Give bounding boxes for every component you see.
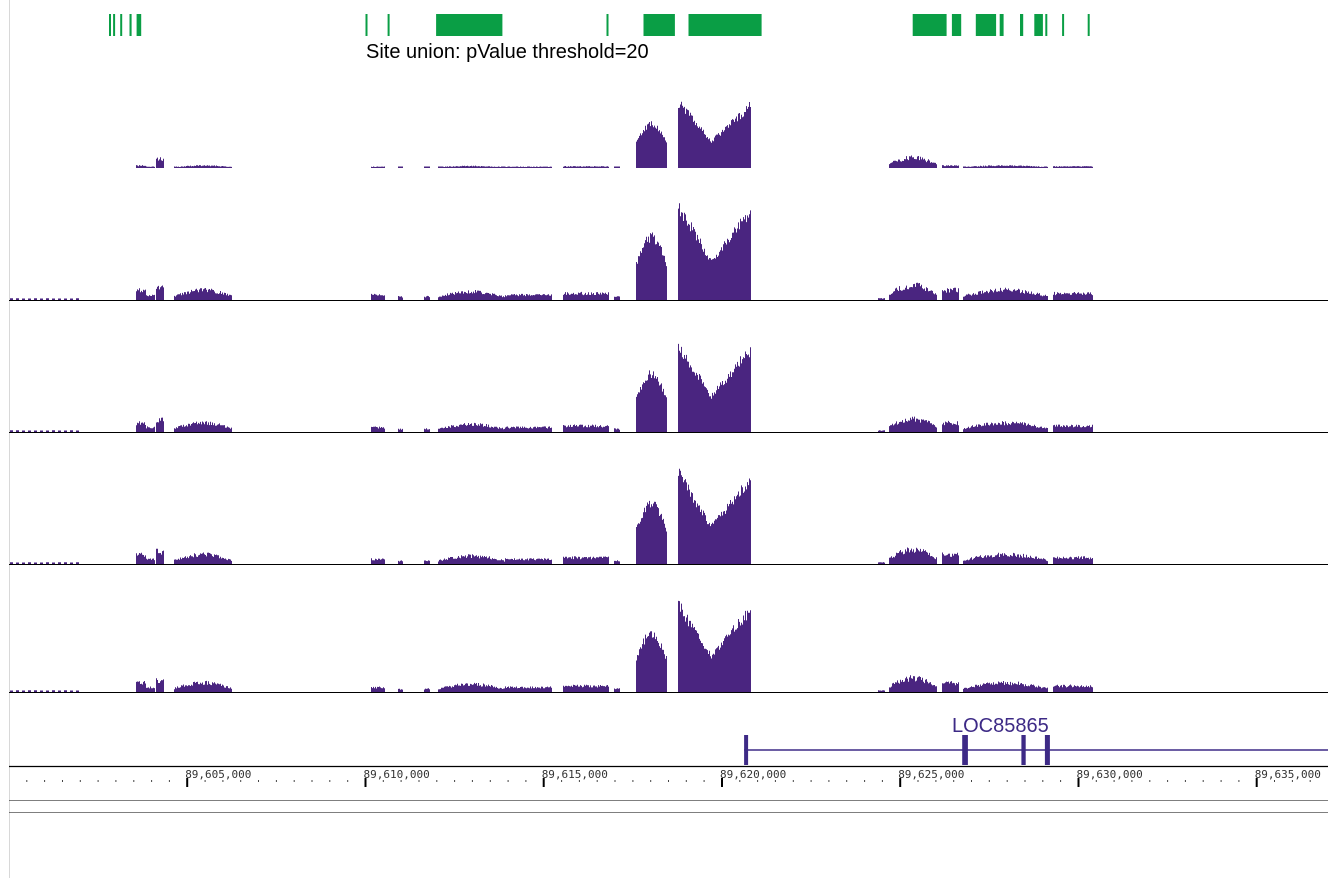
gene-exon bbox=[962, 735, 968, 765]
gene-track[interactable]: LOC85865 bbox=[744, 715, 1328, 765]
coverage-bars bbox=[10, 343, 1093, 432]
ruler-tick-label: 89,635,000 bbox=[1255, 768, 1321, 781]
site-block bbox=[113, 14, 116, 36]
gene-exon bbox=[1044, 735, 1050, 765]
site-block bbox=[1087, 14, 1090, 36]
site-block bbox=[912, 14, 947, 36]
site-block bbox=[1045, 14, 1048, 36]
site-track-label: Site union: pValue threshold=20 bbox=[366, 41, 649, 63]
site-block bbox=[365, 14, 368, 36]
site-block bbox=[109, 14, 111, 36]
coverage-track-group[interactable] bbox=[9, 101, 1328, 693]
gene-feature-locus[interactable] bbox=[744, 735, 1328, 765]
ruler-tick-label: 89,610,000 bbox=[364, 768, 430, 781]
gene-name-label: LOC85865 bbox=[952, 715, 1049, 737]
coverage-track-5[interactable] bbox=[9, 600, 1328, 693]
coverage-bars bbox=[136, 101, 1093, 168]
site-block bbox=[951, 14, 962, 36]
site-block bbox=[129, 14, 132, 36]
gene-exon bbox=[744, 735, 749, 765]
coverage-track-4[interactable] bbox=[9, 468, 1328, 565]
ruler-tick-label: 89,615,000 bbox=[542, 768, 608, 781]
coverage-track-1[interactable] bbox=[136, 101, 1093, 168]
site-block bbox=[975, 14, 997, 36]
site-block bbox=[643, 14, 675, 36]
site-block-group bbox=[109, 14, 1090, 36]
ruler-tick-label: 89,605,000 bbox=[185, 768, 251, 781]
coverage-bars bbox=[10, 468, 1093, 564]
ruler-tick-label: 89,630,000 bbox=[1077, 768, 1143, 781]
site-block bbox=[136, 14, 142, 36]
coverage-bars bbox=[10, 203, 1093, 300]
site-block bbox=[1034, 14, 1043, 36]
site-union-track[interactable]: Site union: pValue threshold=20 bbox=[109, 14, 1090, 63]
coverage-bars bbox=[10, 600, 1093, 692]
ruler-tick-label: 89,620,000 bbox=[720, 768, 786, 781]
coverage-track-3[interactable] bbox=[9, 343, 1328, 433]
ruler-tick-label: 89,625,000 bbox=[898, 768, 964, 781]
site-block bbox=[999, 14, 1004, 36]
site-block bbox=[1020, 14, 1024, 36]
coverage-track-2[interactable] bbox=[9, 203, 1328, 301]
site-block bbox=[688, 14, 762, 36]
gene-exon bbox=[1021, 735, 1026, 765]
site-block bbox=[120, 14, 123, 36]
site-block bbox=[387, 14, 390, 36]
site-block bbox=[1062, 14, 1065, 36]
site-block bbox=[606, 14, 609, 36]
site-block bbox=[436, 14, 503, 36]
coordinate-ruler[interactable]: 89,605,000 89,610,000 89,615,000 89,620,000… bbox=[9, 765, 1328, 788]
